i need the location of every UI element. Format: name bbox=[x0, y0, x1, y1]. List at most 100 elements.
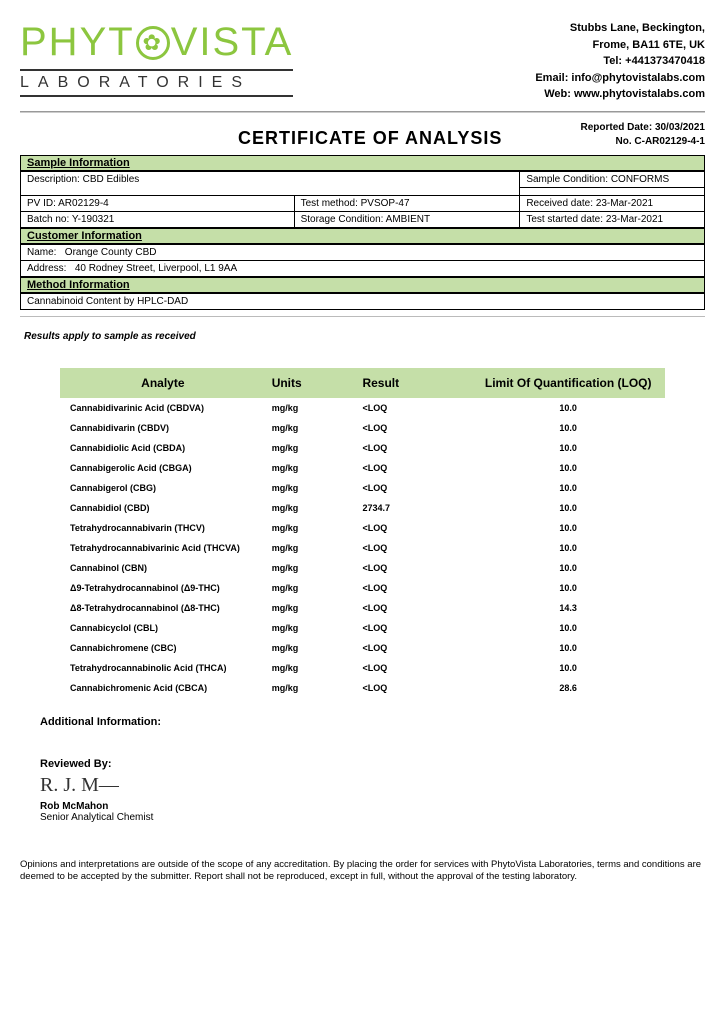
cell-result: 2734.7 bbox=[356, 498, 471, 518]
cell-result: <LOQ bbox=[356, 558, 471, 578]
cell-loq: 14.3 bbox=[471, 598, 665, 618]
page-header: PHYT✿VISTA LABORATORIES Stubbs Lane, Bec… bbox=[20, 20, 705, 103]
table-row: Tetrahydrocannabinolic Acid (THCA)mg/kg<… bbox=[60, 658, 665, 678]
section-customer: Customer Information bbox=[20, 228, 705, 244]
contact-email: Email: info@phytovistalabs.com bbox=[535, 70, 705, 87]
table-row: Cannabidiol (CBD)mg/kg2734.710.0 bbox=[60, 498, 665, 518]
reviewer-name: Rob McMahon bbox=[40, 801, 705, 812]
method-table: Cannabinoid Content by HPLC-DAD bbox=[20, 293, 705, 310]
logo-sub: LABORATORIES bbox=[20, 69, 293, 97]
cell-loq: 10.0 bbox=[471, 558, 665, 578]
report-meta: Reported Date: 30/03/2021 No. C-AR02129-… bbox=[580, 121, 705, 149]
cell-units: mg/kg bbox=[266, 518, 357, 538]
reviewed-by-label: Reviewed By: bbox=[40, 758, 705, 770]
table-row: Δ8-Tetrahydrocannabinol (Δ8-THC)mg/kg<LO… bbox=[60, 598, 665, 618]
certificate-title: CERTIFICATE OF ANALYSIS bbox=[160, 128, 580, 149]
table-row: Cannabigerolic Acid (CBGA)mg/kg<LOQ10.0 bbox=[60, 458, 665, 478]
cell-loq: 10.0 bbox=[471, 498, 665, 518]
col-loq: Limit Of Quantification (LOQ) bbox=[471, 368, 665, 398]
cell-loq: 10.0 bbox=[471, 418, 665, 438]
table-row: Cannabidivarinic Acid (CBDVA)mg/kg<LOQ10… bbox=[60, 398, 665, 418]
cell-result: <LOQ bbox=[356, 658, 471, 678]
cell-result: <LOQ bbox=[356, 418, 471, 438]
cell-units: mg/kg bbox=[266, 558, 357, 578]
cell-analyte: Cannabidiol (CBD) bbox=[60, 498, 266, 518]
cell-result: <LOQ bbox=[356, 478, 471, 498]
cell-loq: 10.0 bbox=[471, 658, 665, 678]
cell-analyte: Tetrahydrocannabivarinic Acid (THCVA) bbox=[60, 538, 266, 558]
cell-units: mg/kg bbox=[266, 678, 357, 698]
table-row: Cannabinol (CBN)mg/kg<LOQ10.0 bbox=[60, 558, 665, 578]
cell-analyte: Δ8-Tetrahydrocannabinol (Δ8-THC) bbox=[60, 598, 266, 618]
col-result: Result bbox=[356, 368, 471, 398]
cell-loq: 10.0 bbox=[471, 618, 665, 638]
section-method: Method Information bbox=[20, 277, 705, 293]
cell-analyte: Cannabicyclol (CBL) bbox=[60, 618, 266, 638]
table-row: Cannabicyclol (CBL)mg/kg<LOQ10.0 bbox=[60, 618, 665, 638]
signature: R. J. M— bbox=[40, 774, 705, 797]
cell-analyte: Tetrahydrocannabivarin (THCV) bbox=[60, 518, 266, 538]
sample-table: Description: CBD Edibles Sample Conditio… bbox=[20, 171, 705, 228]
contact-line: Stubbs Lane, Beckington, bbox=[535, 20, 705, 37]
cell-units: mg/kg bbox=[266, 598, 357, 618]
logo-main: PHYT✿VISTA bbox=[20, 20, 293, 65]
cell-analyte: Cannabigerol (CBG) bbox=[60, 478, 266, 498]
cell-loq: 10.0 bbox=[471, 438, 665, 458]
results-table: Analyte Units Result Limit Of Quantifica… bbox=[60, 368, 665, 698]
cell-units: mg/kg bbox=[266, 458, 357, 478]
table-row: Tetrahydrocannabivarin (THCV)mg/kg<LOQ10… bbox=[60, 518, 665, 538]
cell-loq: 28.6 bbox=[471, 678, 665, 698]
title-row: CERTIFICATE OF ANALYSIS Reported Date: 3… bbox=[20, 121, 705, 149]
cell-result: <LOQ bbox=[356, 598, 471, 618]
cell-units: mg/kg bbox=[266, 478, 357, 498]
cell-analyte: Cannabidiolic Acid (CBDA) bbox=[60, 438, 266, 458]
disclaimer: Opinions and interpretations are outside… bbox=[20, 859, 705, 884]
contact-tel: Tel: +441373470418 bbox=[535, 53, 705, 70]
cell-units: mg/kg bbox=[266, 638, 357, 658]
cell-loq: 10.0 bbox=[471, 478, 665, 498]
table-row: Cannabichromene (CBC)mg/kg<LOQ10.0 bbox=[60, 638, 665, 658]
cell-analyte: Cannabidivarin (CBDV) bbox=[60, 418, 266, 438]
cell-analyte: Δ9-Tetrahydrocannabinol (Δ9-THC) bbox=[60, 578, 266, 598]
cell-analyte: Tetrahydrocannabinolic Acid (THCA) bbox=[60, 658, 266, 678]
cell-result: <LOQ bbox=[356, 458, 471, 478]
section-sample: Sample Information bbox=[20, 155, 705, 171]
cell-loq: 10.0 bbox=[471, 538, 665, 558]
logo-block: PHYT✿VISTA LABORATORIES bbox=[20, 20, 293, 97]
cell-result: <LOQ bbox=[356, 438, 471, 458]
results-note: Results apply to sample as received bbox=[24, 331, 705, 342]
cell-loq: 10.0 bbox=[471, 458, 665, 478]
cell-analyte: Cannabigerolic Acid (CBGA) bbox=[60, 458, 266, 478]
table-row: Cannabichromenic Acid (CBCA)mg/kg<LOQ28.… bbox=[60, 678, 665, 698]
contact-line: Frome, BA11 6TE, UK bbox=[535, 37, 705, 54]
review-block: Reviewed By: R. J. M— Rob McMahon Senior… bbox=[40, 758, 705, 823]
additional-info-label: Additional Information: bbox=[40, 716, 705, 728]
cell-units: mg/kg bbox=[266, 418, 357, 438]
cell-units: mg/kg bbox=[266, 578, 357, 598]
table-row: Δ9-Tetrahydrocannabinol (Δ9-THC)mg/kg<LO… bbox=[60, 578, 665, 598]
cell-units: mg/kg bbox=[266, 498, 357, 518]
cell-analyte: Cannabidivarinic Acid (CBDVA) bbox=[60, 398, 266, 418]
customer-table: Name: Orange County CBD Address: 40 Rodn… bbox=[20, 244, 705, 277]
divider bbox=[20, 316, 705, 317]
cell-analyte: Cannabichromene (CBC) bbox=[60, 638, 266, 658]
cell-analyte: Cannabichromenic Acid (CBCA) bbox=[60, 678, 266, 698]
cell-result: <LOQ bbox=[356, 678, 471, 698]
contact-block: Stubbs Lane, Beckington, Frome, BA11 6TE… bbox=[535, 20, 705, 103]
col-analyte: Analyte bbox=[60, 368, 266, 398]
cell-units: mg/kg bbox=[266, 538, 357, 558]
cell-result: <LOQ bbox=[356, 398, 471, 418]
divider bbox=[20, 111, 705, 113]
cell-loq: 10.0 bbox=[471, 578, 665, 598]
table-row: Tetrahydrocannabivarinic Acid (THCVA)mg/… bbox=[60, 538, 665, 558]
cell-result: <LOQ bbox=[356, 578, 471, 598]
cell-analyte: Cannabinol (CBN) bbox=[60, 558, 266, 578]
cell-loq: 10.0 bbox=[471, 398, 665, 418]
cell-loq: 10.0 bbox=[471, 518, 665, 538]
cell-result: <LOQ bbox=[356, 518, 471, 538]
table-row: Cannabigerol (CBG)mg/kg<LOQ10.0 bbox=[60, 478, 665, 498]
cell-units: mg/kg bbox=[266, 618, 357, 638]
cell-units: mg/kg bbox=[266, 398, 357, 418]
contact-web: Web: www.phytovistalabs.com bbox=[535, 86, 705, 103]
cell-loq: 10.0 bbox=[471, 638, 665, 658]
